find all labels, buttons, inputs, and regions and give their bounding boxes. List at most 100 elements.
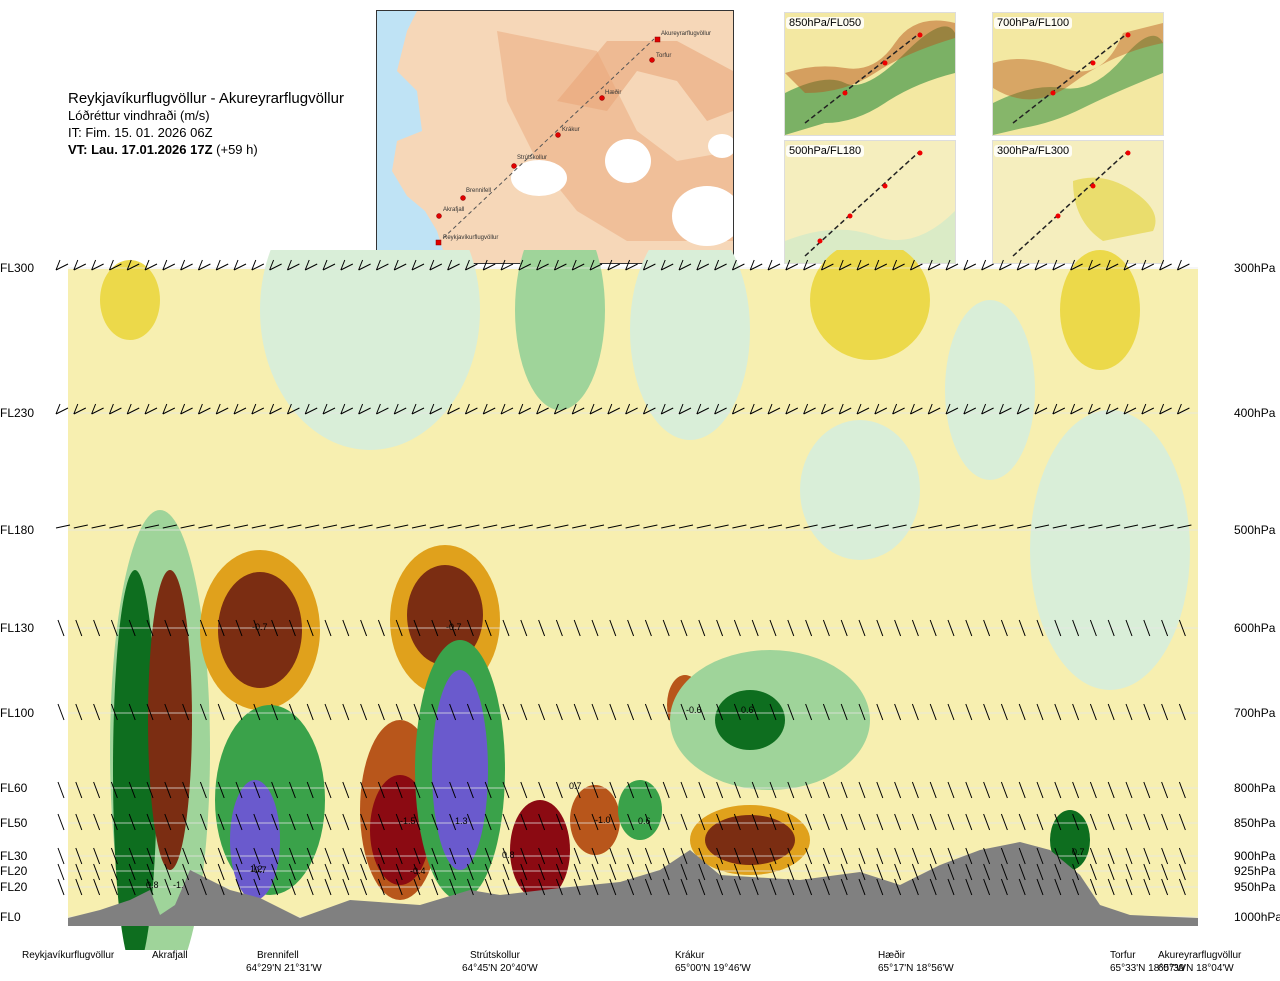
wind-barb — [358, 524, 373, 529]
wind-barb — [1072, 619, 1080, 637]
waypoint-strutskollur — [511, 163, 517, 169]
wind-barb — [322, 259, 336, 271]
wind-barb — [822, 878, 830, 896]
wind-barb — [876, 847, 884, 865]
wind-barb — [822, 863, 830, 881]
location-name: Brennifell — [257, 950, 299, 961]
hpa-label: 400hPa — [1234, 406, 1276, 420]
wind-barb — [1070, 524, 1085, 529]
wind-barb — [662, 619, 670, 637]
wind-barb — [1036, 847, 1044, 865]
wind-barb — [572, 524, 587, 529]
wind-barb — [269, 259, 282, 271]
wind-barb — [75, 878, 83, 896]
location-name: Akrafjall — [152, 950, 188, 961]
thumb-850hpa[interactable]: 850hPa/FL050 — [784, 12, 956, 136]
wind-barb — [983, 619, 991, 637]
wind-barb — [360, 619, 368, 637]
wind-barb — [164, 619, 172, 637]
wind-barb — [57, 847, 65, 865]
hpa-label: 850hPa — [1234, 816, 1276, 830]
thumb-700hpa[interactable]: 700hPa/FL100 — [992, 12, 1164, 136]
wind-barb — [644, 878, 652, 896]
wind-barb — [288, 878, 296, 896]
wind-barb — [466, 703, 474, 721]
wind-barb — [555, 619, 563, 637]
wind-barb — [627, 878, 635, 896]
wind-barb — [749, 259, 763, 271]
wind-barb — [360, 813, 368, 831]
wind-barb — [858, 847, 866, 865]
wind-barb — [805, 813, 813, 831]
wind-barb — [1072, 813, 1080, 831]
wind-barb — [144, 403, 158, 415]
wind-barb — [627, 847, 635, 865]
wind-barb — [947, 703, 955, 721]
wind-barb — [609, 781, 617, 799]
wind-barb — [983, 863, 991, 881]
wind-barb — [162, 259, 176, 271]
wind-barb — [892, 403, 905, 415]
wind-barb — [199, 863, 207, 881]
wind-barb — [93, 813, 101, 831]
wind-barb — [93, 863, 101, 881]
wind-barb — [146, 863, 154, 881]
wind-barb — [733, 703, 741, 721]
wind-barb — [75, 619, 83, 637]
wind-barb — [182, 813, 190, 831]
wind-barb — [1125, 847, 1133, 865]
wind-barb — [431, 847, 439, 865]
wind-barb — [500, 524, 516, 529]
location-coord: 65°39'N 18°04'W — [1158, 963, 1234, 974]
wind-barb — [110, 813, 118, 831]
wind-barb — [1089, 813, 1097, 831]
wind-barb — [928, 524, 943, 529]
thumb-300hpa[interactable]: 300hPa/FL300 — [992, 140, 1164, 264]
wind-barb — [716, 878, 724, 896]
wind-barb — [1054, 878, 1062, 896]
hpa-label: 500hPa — [1234, 523, 1276, 537]
wind-barb — [555, 813, 563, 831]
wind-barb — [342, 878, 350, 896]
wind-barb — [1161, 619, 1169, 637]
contour-label: 1.3 — [455, 816, 468, 826]
wind-barb — [91, 403, 104, 415]
wind-barb — [235, 878, 243, 896]
wind-barb — [197, 259, 211, 271]
wind-barb — [805, 781, 813, 799]
wind-barb — [822, 813, 830, 831]
location-name: Strútskollur — [470, 950, 521, 961]
wind-barb — [162, 403, 176, 415]
wind-barb — [591, 847, 599, 865]
waypoint-brennifell — [460, 195, 466, 201]
wind-barb — [644, 847, 652, 865]
wind-barb — [1143, 813, 1151, 831]
wind-barb — [235, 863, 243, 881]
wind-barb — [573, 878, 581, 896]
fl-label: FL30 — [0, 849, 28, 863]
wind-barb — [1125, 863, 1133, 881]
wind-barb — [1178, 703, 1186, 721]
thumb-500hpa[interactable]: 500hPa/FL180 — [784, 140, 956, 264]
wind-barb — [625, 524, 640, 529]
wind-barb — [466, 878, 474, 896]
wind-barb — [894, 878, 902, 896]
wind-barb — [431, 863, 439, 881]
wind-barb — [199, 703, 207, 721]
wind-barb — [146, 847, 154, 865]
wind-barb — [1178, 863, 1186, 881]
wind-barb — [1018, 813, 1026, 831]
wind-barb — [288, 863, 296, 881]
wind-barb — [820, 403, 834, 415]
wind-barb — [1141, 259, 1155, 271]
wind-barb — [751, 619, 759, 637]
wind-barb — [589, 524, 605, 529]
wind-barb — [57, 619, 65, 637]
wind-barb — [431, 878, 439, 896]
wind-barb — [1161, 863, 1169, 881]
wind-barb — [1107, 619, 1115, 637]
wind-barb — [144, 259, 158, 271]
wind-barb — [182, 878, 190, 896]
thumb-850hpa-label: 850hPa/FL050 — [786, 17, 865, 29]
wind-barb — [164, 863, 172, 881]
